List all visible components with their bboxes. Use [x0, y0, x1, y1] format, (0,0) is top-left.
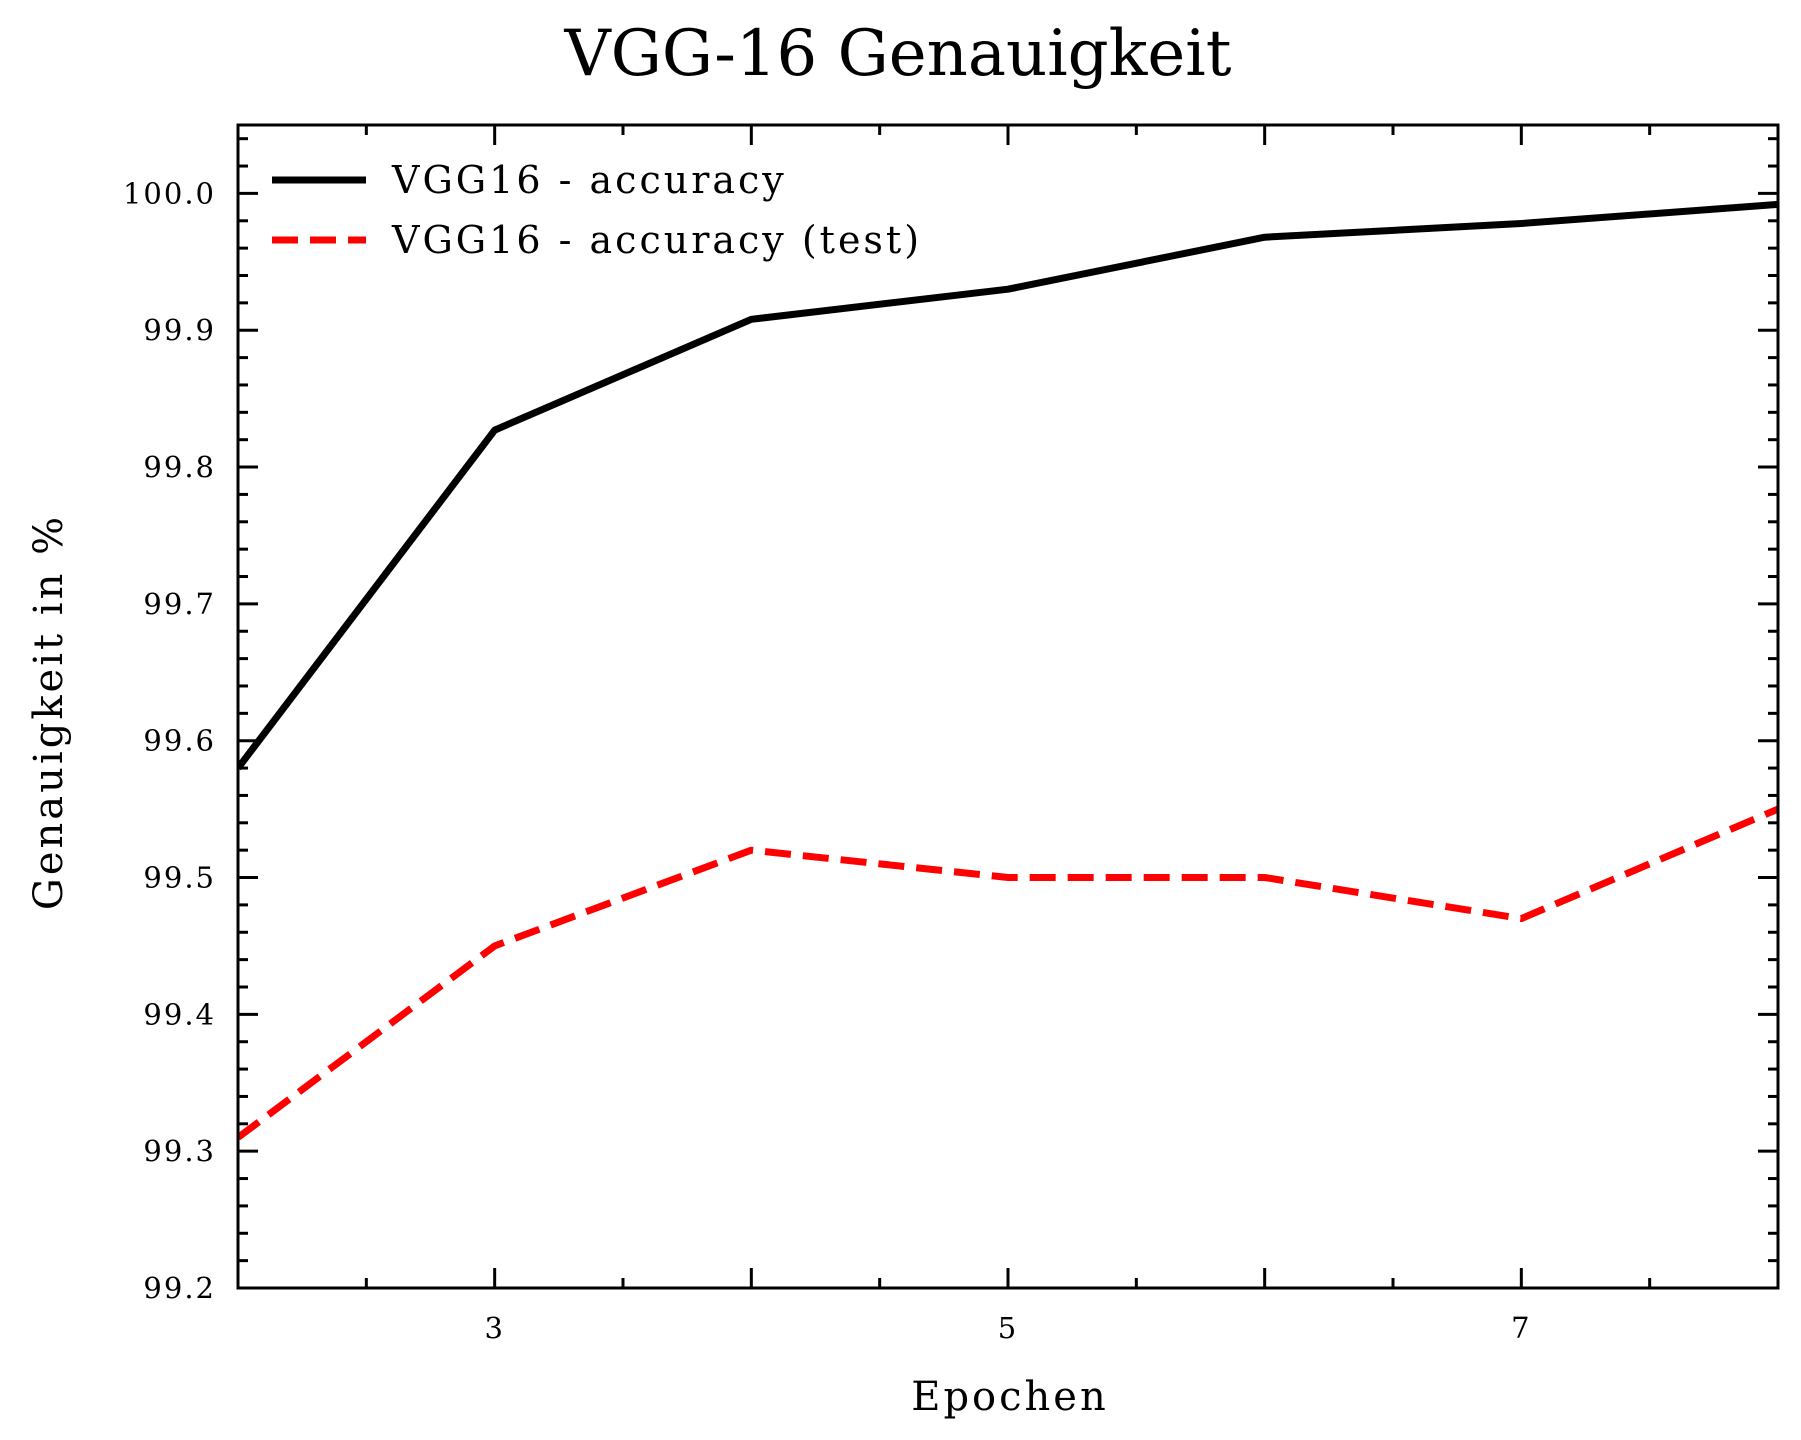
legend-label-2: VGG16 - accuracy (test)	[391, 218, 922, 262]
y-tick-label: 99.3	[143, 1134, 216, 1168]
legend: VGG16 - accuracy VGG16 - accuracy (test)	[272, 158, 922, 262]
x-tick-label: 3	[484, 1311, 504, 1345]
series-line-2	[238, 805, 1778, 1141]
x-tick-label: 5	[998, 1311, 1018, 1345]
plot-frame	[236, 123, 1780, 1290]
y-axis-label: Genauigkeit in %	[26, 514, 72, 910]
y-tick-label: 99.7	[143, 587, 216, 621]
y-tick-label: 99.4	[143, 997, 216, 1031]
series-group	[238, 200, 1778, 1141]
y-tick-label: 99.5	[143, 861, 216, 895]
y-tick-label: 99.9	[143, 313, 216, 347]
legend-label-1: VGG16 - accuracy	[391, 158, 787, 202]
y-tick-label: 100.0	[123, 176, 216, 210]
chart-title: VGG-16 Genauigkeit	[564, 17, 1232, 91]
x-axis-label: Epochen	[911, 1374, 1108, 1420]
y-tick-label: 99.8	[143, 450, 216, 484]
axis-ticks	[236, 125, 1780, 1290]
tick-labels: 3 5 7 99.2 99.3 99.4 99.5 99.6 99.7 99.8 99.9 100.0	[123, 176, 1531, 1345]
y-tick-label: 99.2	[143, 1271, 216, 1305]
y-tick-label: 99.6	[143, 724, 216, 758]
series-line-1	[238, 200, 1778, 771]
x-tick-label: 7	[1511, 1311, 1531, 1345]
